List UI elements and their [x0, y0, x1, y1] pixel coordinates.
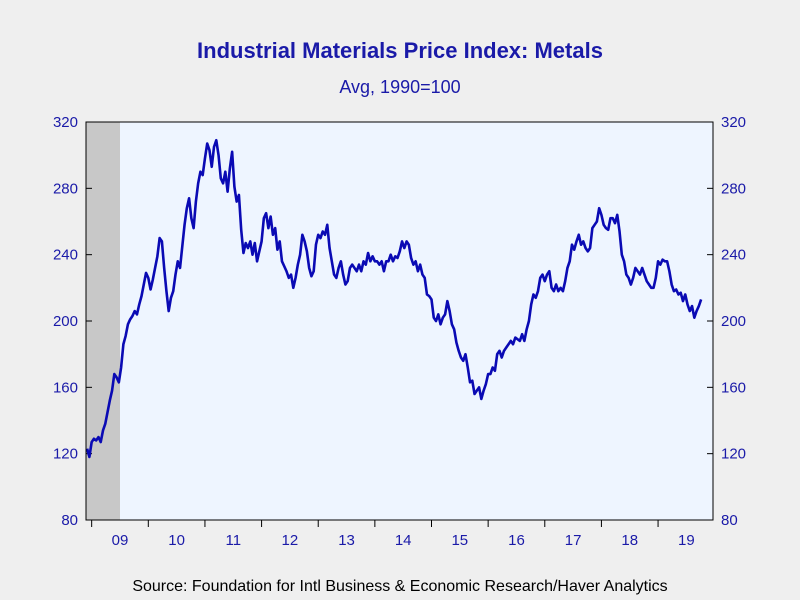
- y-tick-label-right: 80: [721, 512, 738, 529]
- x-tick-label: 12: [282, 532, 299, 549]
- x-tick-label: 16: [508, 532, 525, 549]
- y-tick-label-left: 80: [61, 512, 78, 529]
- series-line-metals: [85, 138, 703, 459]
- x-tick-label: 11: [225, 532, 241, 549]
- y-tick-label-right: 120: [721, 446, 746, 463]
- y-tick-label-left: 320: [53, 114, 78, 131]
- source-note: Source: Foundation for Intl Business & E…: [132, 578, 668, 595]
- x-tick-label: 09: [112, 532, 129, 549]
- chart-subtitle: Avg, 1990=100: [339, 77, 461, 97]
- x-tick-label: 13: [338, 532, 355, 549]
- y-tick-label-right: 320: [721, 114, 746, 131]
- x-tick-label: 19: [678, 532, 695, 549]
- x-tick-label: 17: [565, 532, 582, 549]
- x-axis-ticks: 09 10 11 12 13 14 15 16 17 18 19: [91, 520, 695, 549]
- y-axis-ticks: 80 80 120 120 160 160 200 200 240 240 280 280 320 320: [53, 114, 746, 529]
- chart-title: Industrial Materials Price Index: Metals: [197, 38, 603, 63]
- x-tick-label: 10: [168, 532, 185, 549]
- y-tick-label-right: 200: [721, 313, 746, 330]
- y-tick-label-left: 200: [53, 313, 78, 330]
- y-tick-label-left: 280: [53, 180, 78, 197]
- plot-frame: [85, 121, 714, 521]
- plot-area: [86, 122, 713, 520]
- y-tick-label-right: 160: [721, 379, 746, 396]
- x-tick-label: 14: [395, 532, 412, 549]
- y-tick-label-left: 120: [53, 446, 78, 463]
- y-tick-label-right: 280: [721, 180, 746, 197]
- y-tick-label-left: 240: [53, 247, 78, 264]
- x-tick-label: 15: [451, 532, 468, 549]
- y-tick-label-right: 240: [721, 247, 746, 264]
- x-tick-label: 18: [621, 532, 638, 549]
- y-tick-label-left: 160: [53, 379, 78, 396]
